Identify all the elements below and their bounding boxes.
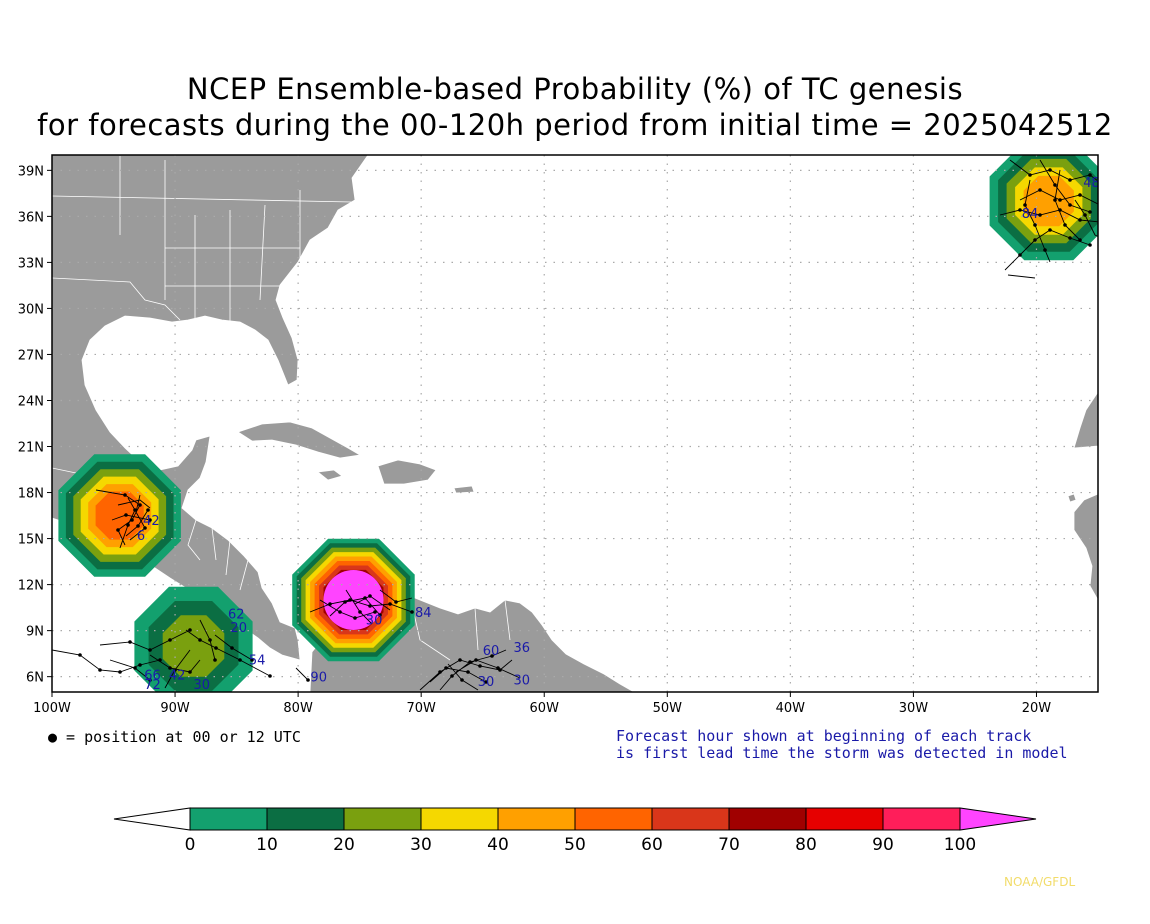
lat-tick-label: 6N <box>26 671 44 686</box>
credit-label: NOAA/GFDL <box>1004 875 1076 889</box>
colorbar-tick-label: 30 <box>410 835 432 855</box>
lat-tick-label: 21N <box>18 441 44 456</box>
forecast-hour-label: 30 <box>478 675 495 690</box>
lon-tick-label: 30W <box>899 701 929 716</box>
colorbar-bin <box>882 807 961 831</box>
forecast-hour-label: 42 <box>143 514 160 529</box>
forecast-hour-label: 90 <box>310 670 327 685</box>
colorbar-low-triangle <box>113 807 191 831</box>
lat-tick-label: 9N <box>26 625 44 640</box>
lat-tick-label: 39N <box>18 164 44 179</box>
lat-tick-label: 27N <box>18 348 44 363</box>
lat-tick-label: 36N <box>18 210 44 225</box>
jamaica <box>317 469 343 481</box>
colorbar-bin <box>805 807 884 831</box>
colorbar-bin <box>420 807 499 831</box>
lon-tick-label: 20W <box>1022 701 1052 716</box>
colorbar-tick-label: 70 <box>718 835 740 855</box>
colorbar-tick-label: 0 <box>185 835 196 855</box>
lon-tick-label: 60W <box>530 701 560 716</box>
forecast-hour-label: 30 <box>366 613 383 628</box>
axis-ticks: 100W 90W 80W 70W 60W 50W 40W 30W 20W 6N 9N 12N 15N 18… <box>18 164 1052 716</box>
forecast-hour-label: 30 <box>194 678 211 693</box>
genesis-area <box>58 454 181 577</box>
track-position-dots <box>78 168 1092 684</box>
colorbar: 0 10 20 30 40 50 60 70 80 90 100 <box>113 807 1037 855</box>
forecast-hour-label: 20 <box>230 621 247 636</box>
colorbar-tick-label: 100 <box>944 835 976 855</box>
forecast-hour-label: 72 <box>144 678 161 693</box>
track-dot-legend: ● = position at 00 or 12 UTC <box>48 728 301 746</box>
probability-band <box>162 615 225 677</box>
colorbar-bin <box>343 807 422 831</box>
lon-tick-label: 50W <box>653 701 683 716</box>
forecast-hour-label: 84 <box>415 606 432 621</box>
colorbar-tick-label: 60 <box>641 835 663 855</box>
cuba <box>237 421 362 459</box>
lon-tick-label: 40W <box>776 701 806 716</box>
canary-islands <box>1067 493 1077 503</box>
lon-tick-label: 90W <box>160 701 190 716</box>
lon-tick-label: 100W <box>33 701 71 716</box>
colorbar-high-triangle <box>959 807 1037 831</box>
lat-tick-label: 30N <box>18 302 44 317</box>
forecast-hour-label: 48 <box>1083 176 1100 191</box>
lat-tick-label: 18N <box>18 487 44 502</box>
colorbar-tick-label: 50 <box>564 835 586 855</box>
forecast-hour-label: 62 <box>228 607 245 622</box>
plot-frame <box>51 154 1099 693</box>
plot-title-line2: for forecasts during the 00-120h period … <box>37 108 1113 142</box>
lat-tick-label: 15N <box>18 533 44 548</box>
forecast-hour-label: 6 <box>137 529 145 544</box>
colorbar-tick-label: 90 <box>872 835 894 855</box>
colorbar-bin <box>266 807 345 831</box>
puerto-rico <box>453 485 475 494</box>
forecast-hour-note-line1: Forecast hour shown at beginning of each… <box>616 727 1032 745</box>
forecast-hour-label: 54 <box>249 653 266 668</box>
forecast-hour-label: 66 <box>144 669 161 684</box>
colorbar-tick-label: 20 <box>333 835 355 855</box>
forecast-hour-label: 30 <box>513 673 530 688</box>
forecast-hour-label: 42 <box>169 669 186 684</box>
colorbar-bin <box>728 807 807 831</box>
forecast-hour-label: 84 <box>1022 207 1039 222</box>
forecast-hour-note-line2: is first lead time the storm was detecte… <box>616 744 1068 762</box>
political-borders <box>52 156 511 661</box>
forecast-hour-label: 54 <box>443 695 460 710</box>
colorbar-tick-label: 80 <box>795 835 817 855</box>
lat-tick-label: 33N <box>18 256 44 271</box>
colorbar-bin <box>574 807 653 831</box>
colorbar-tick-label: 10 <box>256 835 278 855</box>
lon-tick-label: 80W <box>283 701 313 716</box>
colorbar-tick-label: 40 <box>487 835 509 855</box>
colorbar-bin <box>189 807 268 831</box>
lon-tick-label: 70W <box>406 701 436 716</box>
plot-title-line1: NCEP Ensemble-based Probability (%) of T… <box>186 72 964 106</box>
forecast-hour-label: 36 <box>513 641 530 656</box>
colorbar-bin <box>497 807 576 831</box>
lat-tick-label: 12N <box>18 579 44 594</box>
lat-tick-label: 24N <box>18 394 44 409</box>
genesis-area <box>989 155 1098 261</box>
colorbar-bin <box>651 807 730 831</box>
forecast-hour-label: 60 <box>483 644 500 659</box>
africa-land <box>1073 391 1098 601</box>
